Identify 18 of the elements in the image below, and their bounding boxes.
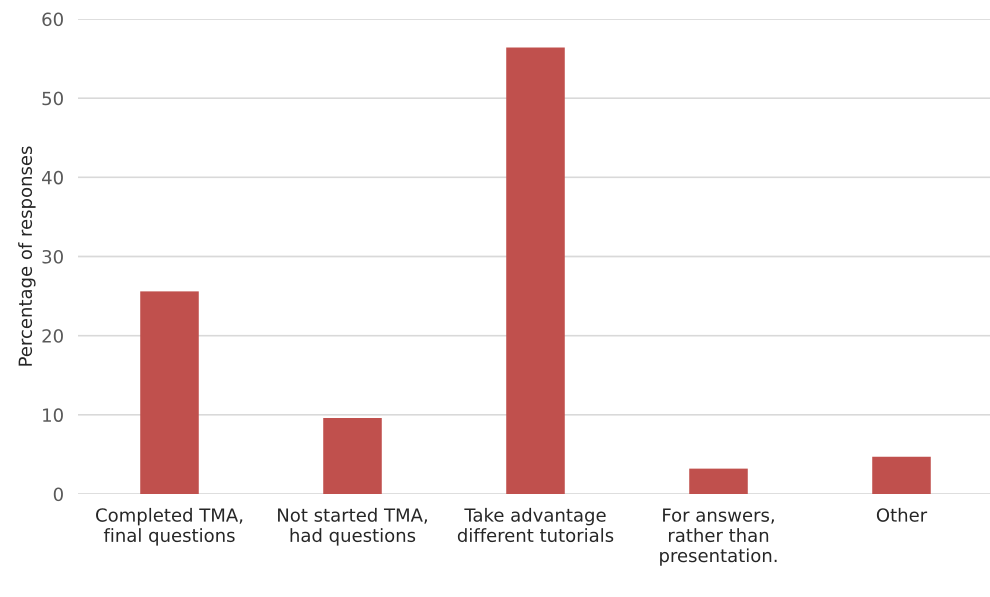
y-axis-title: Percentage of responses (18, 146, 36, 366)
x-tick-label: Completed TMA, final questions (96, 508, 242, 546)
bar (689, 468, 748, 494)
y-tick-label: 20 (42, 329, 63, 343)
x-tick-label: Other (876, 508, 928, 522)
bar (506, 48, 565, 494)
y-tick-label: 0 (54, 487, 63, 502)
bar (872, 456, 931, 494)
x-tick-label: For answers, rather than presentation. (660, 508, 777, 566)
bar (323, 418, 382, 494)
y-tick-label: 50 (42, 92, 63, 106)
bar (140, 291, 199, 494)
y-tick-label: 40 (42, 170, 63, 184)
y-tick-label: 30 (42, 250, 63, 264)
x-tick-label: Take advantage different tutorials (458, 508, 614, 542)
y-tick-label: 60 (42, 12, 63, 26)
x-tick-label: Not started TMA, had questions (278, 508, 427, 546)
y-tick-label: 10 (43, 408, 63, 422)
